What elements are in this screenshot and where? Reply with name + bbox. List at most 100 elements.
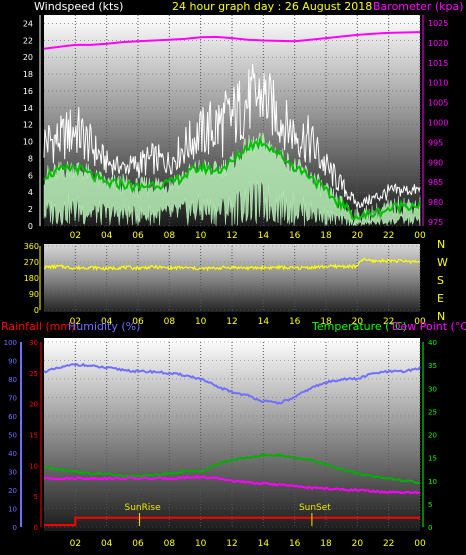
direction-y-tick-360: 360 [24,242,39,251]
temperature-y-tick-15: 15 [428,455,437,463]
wind-y-tick-2: 2 [28,205,33,214]
compass-label-0: N [437,238,445,251]
rainfall-line [44,516,420,527]
temperature-y-tick-20: 20 [428,432,437,440]
dew-point-line [43,475,421,495]
temperature-y-tick-0: 0 [428,524,432,532]
temperature-y-tick-25: 25 [428,408,437,416]
barometer-y-tick-975: 975 [428,218,443,227]
direction-x-tick-08: 08 [164,317,176,327]
humidity-y-tick-40: 40 [8,450,17,458]
wind-direction-line [44,257,421,272]
rain-humidity-temperature-panel: 0102030405060708090100051015202530051015… [4,339,437,549]
compass-label-1: W [437,256,448,269]
barometer-line [43,31,421,50]
rainfall-y-tick-20: 20 [29,401,38,409]
temperature-y-tick-30: 30 [428,385,437,393]
wind-x-tick-20: 20 [352,231,364,241]
temperature-y-tick-35: 35 [428,362,437,370]
chart-title: 24 hour graph day : 26 August 2018 [172,0,372,13]
sunrise-label: SunRise [125,503,162,513]
humidity-y-tick-80: 80 [8,376,17,384]
climate-x-tick-00: 00 [414,539,426,549]
wind-y-tick-6: 6 [28,171,33,180]
humidity-y-tick-70: 70 [8,395,17,403]
wind-y-tick-0: 0 [28,222,33,231]
wind-y-tick-20: 20 [23,53,33,62]
wind-y-tick-24: 24 [23,19,33,28]
barometer-y-tick-1010: 1010 [428,79,448,88]
climate-x-tick-12: 12 [226,539,237,549]
direction-x-tick-22: 22 [383,317,394,327]
wind-barometer-panel: 0246810121416182022249759809859909951000… [23,15,448,241]
temperature-y-tick-40: 40 [428,339,437,347]
climate-x-tick-14: 14 [258,539,270,549]
humidity-y-tick-0: 0 [13,524,17,532]
rainfall-axis-title: Rainfall (mm) [1,320,75,333]
direction-y-tick-90: 90 [29,290,39,299]
barometer-y-tick-1025: 1025 [428,19,448,28]
compass-label-2: S [437,274,444,287]
wind-gust-line [43,63,421,209]
humidity-y-tick-20: 20 [8,487,17,495]
humidity-y-tick-60: 60 [8,413,17,421]
climate-x-tick-04: 04 [101,539,113,549]
direction-x-tick-06: 06 [132,317,144,327]
barometer-y-tick-995: 995 [428,138,443,147]
wind-x-tick-08: 08 [164,231,176,241]
climate-x-tick-20: 20 [352,539,364,549]
climate-x-tick-08: 08 [164,539,176,549]
barometer-y-tick-990: 990 [428,158,443,167]
direction-x-tick-14: 14 [258,317,270,327]
temperature-axis-title: Temperature (°C) [311,320,407,333]
direction-y-tick-270: 270 [24,258,39,267]
rainfall-y-tick-0: 0 [34,524,38,532]
barometer-y-tick-1005: 1005 [428,99,448,108]
wind-y-tick-12: 12 [23,121,33,130]
barometer-axis-title: Barometer (kpa) [373,0,464,13]
compass-label-4: N [437,310,445,323]
humidity-axis-title: Humidity (%) [68,320,140,333]
wind-x-tick-02: 02 [70,231,81,241]
wind-y-tick-8: 8 [28,154,33,163]
direction-x-tick-10: 10 [195,317,207,327]
barometer-y-tick-980: 980 [428,198,443,207]
wind-x-tick-18: 18 [320,231,332,241]
wind-average-band [43,132,421,227]
barometer-y-tick-1020: 1020 [428,39,448,48]
wind-x-tick-10: 10 [195,231,207,241]
rainfall-y-tick-30: 30 [29,339,38,347]
wind-x-tick-06: 06 [132,231,144,241]
barometer-y-tick-1000: 1000 [428,118,448,127]
climate-x-tick-22: 22 [383,539,394,549]
temperature-y-tick-5: 5 [428,501,432,509]
humidity-line [43,362,421,405]
direction-x-tick-00: 00 [414,317,426,327]
climate-x-tick-18: 18 [320,539,332,549]
temperature-line [43,453,421,484]
dew-point-axis-title: Dew Point (°C) [392,320,466,333]
wind-x-tick-16: 16 [289,231,301,241]
barometer-y-tick-1015: 1015 [428,59,448,68]
wind-x-tick-00: 00 [414,231,426,241]
wind-average-line [43,135,421,221]
direction-x-tick-16: 16 [289,317,301,327]
temperature-y-tick-10: 10 [428,478,437,486]
rainfall-y-tick-10: 10 [29,462,38,470]
windspeed-axis-title: Windspeed (kts) [34,0,123,13]
sunset-label: SunSet [299,503,331,513]
direction-y-tick-0: 0 [34,306,39,315]
direction-x-tick-18: 18 [320,317,332,327]
wind-x-tick-14: 14 [258,231,270,241]
rainfall-y-tick-15: 15 [29,432,38,440]
wind-y-tick-18: 18 [23,70,33,79]
humidity-y-tick-50: 50 [8,432,17,440]
humidity-y-tick-90: 90 [8,358,17,366]
wind-x-tick-12: 12 [226,231,237,241]
wind-x-tick-22: 22 [383,231,394,241]
wind-x-tick-04: 04 [101,231,113,241]
climate-x-tick-10: 10 [195,539,207,549]
climate-x-tick-16: 16 [289,539,301,549]
